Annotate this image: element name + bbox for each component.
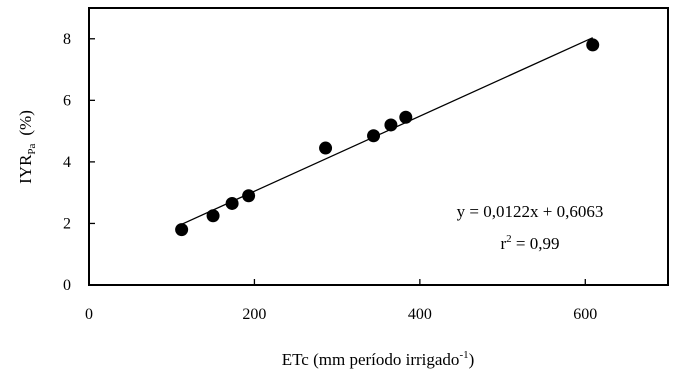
data-point — [225, 196, 239, 210]
x-axis-ticks: 0 200 400 600 — [85, 279, 597, 323]
x-tick-label: 200 — [242, 306, 266, 323]
y-axis-label: IYRPa(%) — [16, 110, 38, 184]
y-tick-label: 6 — [63, 92, 71, 109]
x-tick-label: 0 — [85, 306, 93, 323]
data-point — [242, 189, 256, 203]
trend-line — [179, 37, 593, 226]
data-point — [175, 223, 189, 237]
y-tick-label: 2 — [63, 215, 71, 232]
plot-frame — [88, 7, 669, 286]
r-squared-label: r2 = 0,99 — [500, 233, 559, 253]
y-tick-label: 8 — [63, 31, 71, 48]
y-axis-ticks: 0 2 4 6 8 — [63, 31, 95, 294]
data-point — [384, 118, 398, 132]
data-point — [367, 129, 381, 143]
x-tick-label: 600 — [573, 306, 597, 323]
y-tick-label: 4 — [63, 154, 71, 171]
data-point — [319, 141, 333, 155]
regression-equation: y = 0,0122x + 0,6063 — [457, 202, 604, 221]
x-tick-label: 400 — [408, 306, 432, 323]
data-point — [586, 38, 600, 52]
data-points — [175, 38, 600, 237]
data-point — [206, 209, 220, 223]
x-axis-label: ETc (mm período irrigado-1) — [282, 349, 475, 369]
y-tick-label: 0 — [63, 277, 71, 294]
data-point — [399, 110, 413, 124]
